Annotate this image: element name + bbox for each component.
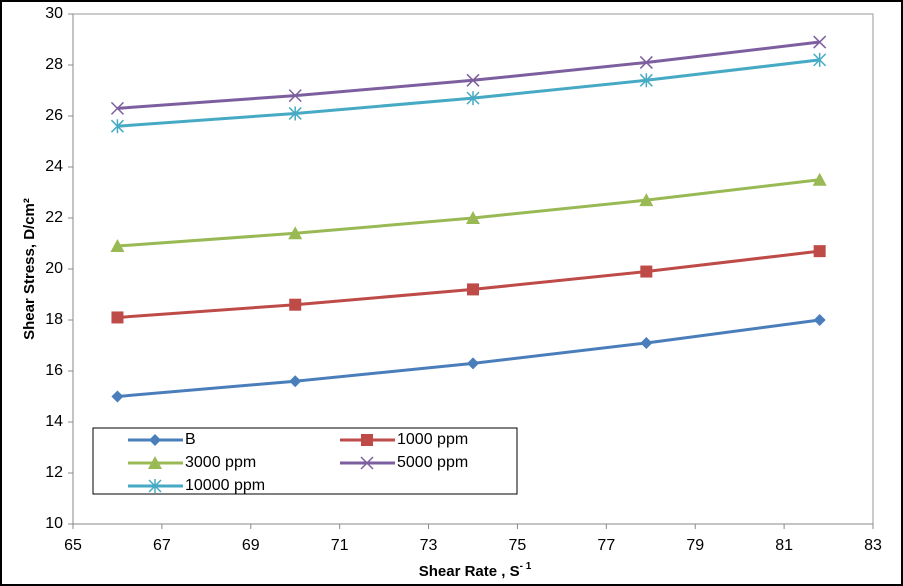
marker	[640, 336, 653, 349]
marker	[639, 73, 653, 88]
x-tick-label: 83	[864, 537, 882, 554]
y-tick-label: 14	[45, 413, 63, 430]
legend-label: 1000 ppm	[397, 431, 468, 448]
y-tick-label: 16	[45, 362, 63, 379]
marker	[288, 226, 303, 240]
marker	[110, 119, 124, 134]
y-tick-label: 28	[45, 56, 63, 73]
x-axis-label: Shear Rate , S- 1	[419, 561, 532, 580]
legend-label: 3000 ppm	[185, 454, 256, 471]
marker	[111, 311, 124, 324]
marker	[813, 245, 826, 258]
y-tick-label: 26	[45, 107, 63, 124]
marker	[467, 283, 479, 296]
marker	[640, 265, 653, 278]
legend-label: 5000 ppm	[397, 454, 468, 471]
y-tick-label: 20	[45, 260, 63, 277]
marker	[813, 35, 827, 49]
x-axis-label-sup: - 1	[520, 561, 532, 572]
y-tick-label: 18	[45, 311, 63, 328]
x-tick-label: 67	[153, 537, 171, 554]
x-tick-label: 71	[331, 537, 349, 554]
marker	[813, 314, 826, 326]
legend-label: 10000 ppm	[185, 477, 265, 494]
x-tick-label: 79	[686, 537, 704, 554]
marker	[812, 172, 827, 186]
marker	[110, 101, 124, 115]
marker	[289, 375, 302, 388]
y-tick-label: 24	[45, 158, 63, 175]
marker	[466, 211, 480, 224]
marker	[639, 193, 654, 207]
marker	[813, 52, 827, 67]
legend-label: B	[185, 431, 196, 448]
x-tick-label: 73	[420, 537, 438, 554]
y-tick-label: 10	[45, 515, 63, 532]
y-axis-label: Shear Stress, D/cm²	[21, 198, 38, 340]
y-tick-label: 30	[45, 5, 63, 22]
x-tick-label: 65	[64, 537, 82, 554]
x-tick-label: 75	[509, 537, 527, 554]
marker	[466, 91, 480, 106]
y-tick-label: 12	[45, 464, 63, 481]
marker	[467, 357, 479, 370]
marker	[110, 239, 125, 253]
marker	[289, 298, 302, 311]
marker	[466, 73, 480, 87]
marker	[361, 434, 373, 446]
marker	[149, 434, 161, 446]
marker	[148, 456, 162, 469]
marker	[639, 55, 653, 69]
x-axis-label-main: Shear Rate , S	[419, 563, 520, 580]
x-tick-label: 77	[597, 537, 615, 554]
y-tick-label: 22	[45, 209, 63, 226]
marker	[360, 456, 374, 470]
x-tick-label: 69	[242, 537, 260, 554]
x-tick-label: 81	[775, 537, 793, 554]
marker	[148, 479, 162, 493]
marker	[288, 106, 302, 121]
marker	[111, 390, 124, 403]
marker	[288, 89, 302, 103]
